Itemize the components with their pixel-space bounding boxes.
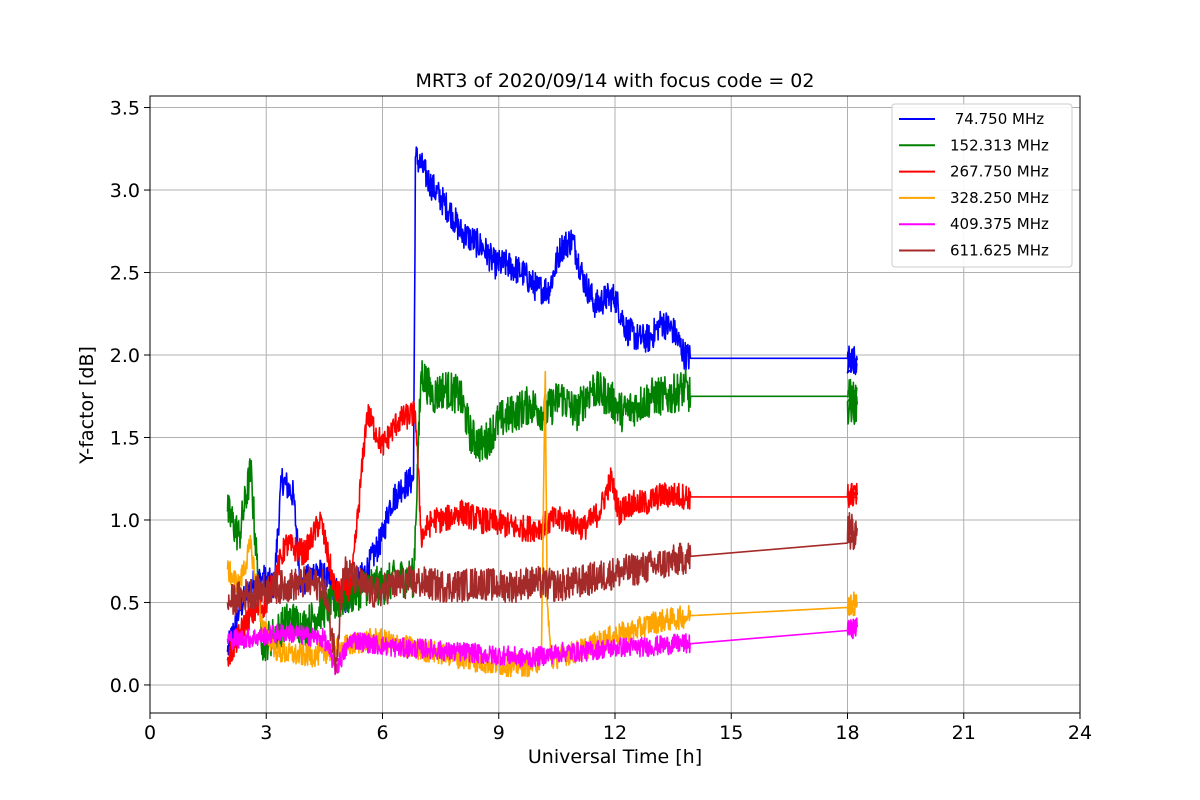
series-lines bbox=[226, 146, 858, 678]
y-tick-label: 1.0 bbox=[110, 510, 140, 532]
legend-label-0: 74.750 MHz bbox=[950, 110, 1044, 128]
legend-label-1: 152.313 MHz bbox=[950, 136, 1049, 154]
series-line-2 bbox=[226, 400, 858, 667]
series-line-0 bbox=[226, 146, 858, 656]
y-axis-label: Y-factor [dB] bbox=[76, 346, 98, 465]
series-line-3 bbox=[226, 370, 858, 678]
legend-box bbox=[891, 103, 1073, 268]
x-tick-label: 21 bbox=[952, 722, 976, 744]
chart-title: MRT3 of 2020/09/14 with focus code = 02 bbox=[416, 70, 815, 92]
legend-label-3: 328.250 MHz bbox=[950, 189, 1049, 207]
y-axis-ticks: 0.0 0.5 1.0 1.5 2.0 2.5 3.0 3.5 bbox=[110, 98, 150, 697]
x-tick-label: 24 bbox=[1068, 722, 1092, 744]
legend-label-4: 409.375 MHz bbox=[950, 215, 1049, 233]
y-tick-label: 1.5 bbox=[110, 427, 140, 449]
y-tick-label: 2.5 bbox=[110, 263, 140, 285]
y-tick-label: 0.5 bbox=[110, 592, 140, 614]
legend-label-2: 267.750 MHz bbox=[950, 163, 1049, 181]
x-tick-label: 0 bbox=[144, 722, 156, 744]
x-tick-label: 6 bbox=[376, 722, 388, 744]
x-tick-label: 3 bbox=[260, 722, 272, 744]
y-tick-label: 3.0 bbox=[110, 180, 140, 202]
legend: 74.750 MHz 152.313 MHz 267.750 MHz 328.250 … bbox=[891, 103, 1073, 268]
y-tick-label: 3.5 bbox=[110, 98, 140, 120]
x-tick-label: 15 bbox=[719, 722, 743, 744]
legend-label-5: 611.625 MHz bbox=[950, 242, 1049, 260]
x-axis-ticks: 0 3 6 9 12 15 18 21 24 bbox=[144, 713, 1092, 744]
x-tick-label: 9 bbox=[493, 722, 505, 744]
y-tick-label: 2.0 bbox=[110, 345, 140, 367]
x-tick-label: 12 bbox=[603, 722, 627, 744]
series-line-5 bbox=[226, 511, 858, 675]
series-line-4 bbox=[226, 617, 858, 676]
x-tick-label: 18 bbox=[835, 722, 859, 744]
y-tick-label: 0.0 bbox=[110, 675, 140, 697]
x-axis-label: Universal Time [h] bbox=[528, 746, 702, 768]
